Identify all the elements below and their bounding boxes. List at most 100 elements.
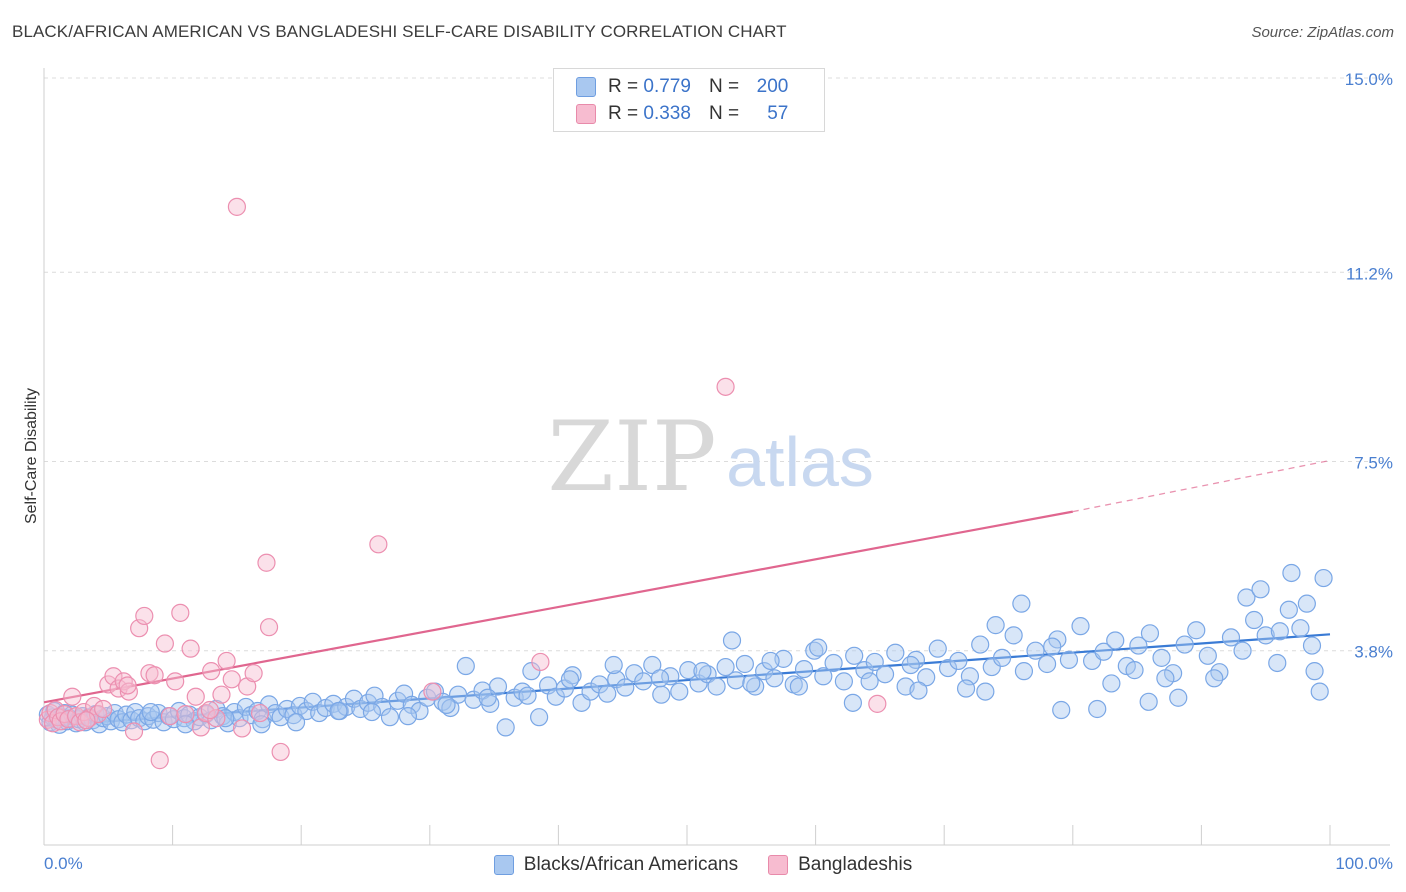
point-blacks [344, 689, 364, 708]
point-blacks [1198, 646, 1217, 665]
point-blacks [1302, 636, 1322, 655]
point-blacks [761, 651, 780, 671]
point-blacks [1314, 568, 1333, 588]
point-bangladeshis [868, 694, 887, 713]
trend-line-extension [1072, 459, 1331, 513]
point-blacks [496, 718, 515, 737]
point-blacks [1094, 642, 1113, 661]
point-bangladeshis [176, 704, 195, 724]
point-blacks [1026, 641, 1045, 660]
y-tick-label: 11.2% [1346, 264, 1393, 283]
point-blacks [1251, 580, 1270, 599]
point-blacks [380, 708, 400, 727]
point-blacks [437, 695, 456, 714]
point-blacks [286, 713, 306, 732]
point-blacks [982, 657, 1001, 677]
point-blacks [992, 648, 1012, 667]
point-blacks [789, 677, 808, 696]
point-blacks [886, 643, 905, 662]
point-blacks [938, 658, 958, 678]
point-blacks [149, 703, 168, 723]
point-blacks [949, 651, 968, 671]
point-blacks [707, 677, 726, 696]
point-blacks [1256, 626, 1275, 645]
point-blacks [1205, 669, 1224, 688]
point-blacks [218, 714, 237, 733]
point-blacks [1102, 674, 1121, 693]
chart-title: BLACK/AFRICAN AMERICAN VS BANGLADESHI SE… [12, 22, 787, 41]
point-blacks [1279, 600, 1298, 619]
point-blacks [398, 707, 418, 726]
point-blacks [1012, 594, 1031, 613]
point-blacks [814, 667, 833, 686]
point-bangladeshis [181, 639, 200, 658]
point-bangladeshis [135, 606, 154, 626]
point-blacks [373, 697, 392, 717]
point-blacks [976, 682, 995, 701]
point-bangladeshis [217, 651, 236, 671]
point-blacks [971, 635, 990, 654]
point-blacks [670, 682, 689, 701]
legend-r-value: 0.338 [643, 103, 691, 124]
legend-n-label: N = [708, 76, 740, 97]
legend-row-blacks: R = 0.779 N = 200 [576, 75, 788, 99]
point-bangladeshis [257, 553, 276, 572]
series-legend: Blacks/African Americans Bangladeshis [0, 852, 1406, 878]
point-bangladeshis [94, 699, 113, 719]
point-bangladeshis [227, 197, 246, 216]
point-blacks [1221, 628, 1241, 647]
point-blacks [1052, 700, 1071, 720]
point-blacks [488, 677, 508, 696]
point-blacks [1037, 654, 1057, 674]
data-points [38, 197, 1333, 770]
point-blacks [634, 672, 653, 691]
point-bangladeshis [531, 652, 550, 672]
legend-swatch-blue [576, 77, 596, 97]
point-blacks [598, 684, 617, 703]
point-bangladeshis [186, 687, 205, 706]
legend-series-name: Bangladeshis [798, 854, 913, 875]
point-blacks [560, 670, 580, 689]
point-blacks [860, 672, 879, 691]
y-tick-label: 7.5% [1354, 454, 1393, 473]
point-blacks [650, 669, 670, 688]
point-blacks [716, 657, 735, 677]
legend-r-value: 0.779 [643, 76, 691, 97]
point-bangladeshis [160, 707, 180, 726]
point-bangladeshis [155, 634, 174, 653]
point-blacks [1088, 699, 1107, 719]
legend-swatch-pink [768, 855, 789, 875]
point-blacks [329, 701, 348, 721]
legend-item-bangladeshis[interactable]: Bangladeshis [768, 854, 912, 876]
point-bangladeshis [250, 703, 270, 723]
legend-item-blacks[interactable]: Blacks/African Americans [493, 854, 739, 876]
point-blacks [616, 678, 635, 697]
x-tick-label: 100.0% [1335, 854, 1393, 873]
point-blacks [1268, 653, 1287, 673]
y-tick-label: 15.0% [1345, 70, 1393, 89]
point-bangladeshis [63, 687, 82, 706]
point-bangladeshis [166, 672, 185, 691]
point-bangladeshis [271, 742, 290, 762]
point-blacks [1291, 619, 1310, 638]
legend-swatch-blue [493, 855, 514, 875]
legend-series-name: Blacks/African Americans [523, 854, 739, 875]
point-blacks [698, 665, 717, 684]
x-tick-label: 0.0% [44, 854, 83, 873]
point-blacks [679, 661, 698, 680]
point-blacks [1014, 662, 1034, 681]
point-blacks [843, 693, 862, 712]
point-blacks [875, 665, 895, 684]
legend-r-label: R = [608, 103, 639, 124]
y-axis-label: Self-Care Disability [23, 388, 40, 524]
point-blacks [530, 708, 549, 727]
trend-line-bangladeshis [43, 510, 1074, 704]
point-bangladeshis [222, 670, 241, 689]
point-blacks [176, 715, 195, 734]
point-blacks [1305, 662, 1324, 681]
legend-swatch-pink [576, 104, 596, 124]
point-bangladeshis [202, 662, 221, 681]
point-blacks [1297, 594, 1316, 613]
point-bangladeshis [119, 682, 138, 701]
point-bangladeshis [200, 700, 219, 720]
